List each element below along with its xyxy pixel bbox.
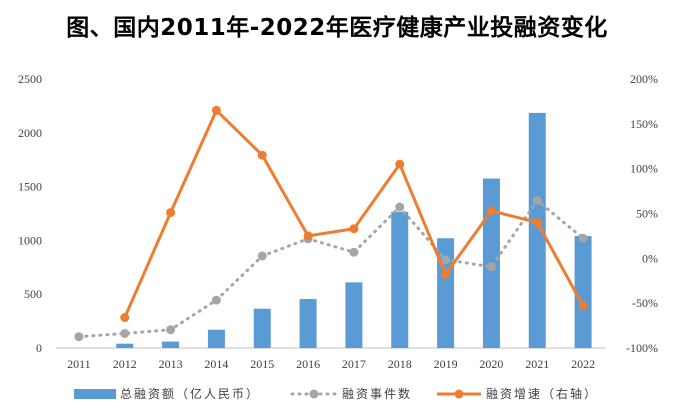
bar [207,329,225,348]
chart-title: 图、国内2011年-2022年医疗健康产业投融资变化 [66,15,608,41]
x-tick-label: 2011 [67,357,91,371]
y-tick-label: 2500 [18,72,42,86]
growth-point [211,105,221,115]
y2-tick-label: 0% [642,251,658,265]
bar [253,308,271,348]
bar [162,341,180,348]
x-tick-label: 2015 [250,357,274,371]
x-tick-label: 2021 [525,357,549,371]
x-tick-label: 2020 [479,357,503,371]
legend-label-events: 融资事件数 [342,386,412,401]
growth-point [349,224,359,234]
events-point [349,247,359,257]
events-point [441,255,451,265]
x-tick-label: 2014 [204,357,228,371]
x-tick-label: 2017 [342,357,366,371]
events-point [578,233,588,243]
y-tick-label: 500 [24,287,42,301]
bar [528,112,546,348]
x-tick-label: 2013 [159,357,183,371]
events-point [486,262,496,272]
events-point [395,202,405,212]
y2-tick-label: 200% [630,72,658,86]
y2-tick-label: -100% [626,341,658,355]
legend-marker-growth [454,389,464,399]
x-tick-label: 2019 [434,357,458,371]
events-point [74,332,84,342]
x-tick-label: 2018 [388,357,412,371]
bar [345,282,363,348]
y-tick-label: 0 [36,341,42,355]
growth-point [257,150,267,160]
legend: 总融资额（亿人民币） 融资事件数 融资增速（右轴） [74,386,598,401]
events-point [120,328,130,338]
growth-point [441,269,451,279]
growth-point [166,208,176,218]
y-tick-label: 2000 [18,126,42,140]
events-line [77,198,585,339]
y-tick-label: 1000 [18,233,42,247]
events-point [257,251,267,261]
bar [116,343,134,348]
bar [574,236,592,348]
legend-label-bars: 总融资额（亿人民币） [120,386,260,401]
events-point [166,325,176,335]
growth-point [303,231,313,241]
y2-tick-label: 50% [636,207,658,221]
events-point [532,196,542,206]
x-tick-label: 2012 [113,357,137,371]
y2-tick-label: 150% [630,117,658,131]
growth-point [486,206,496,216]
bar [391,211,409,348]
bar [299,299,317,348]
y2-tick-label: 100% [630,162,658,176]
y2-tick-label: -50% [632,296,658,310]
growth-point [120,313,130,323]
events-point [211,295,221,305]
legend-swatch-bars [74,389,116,399]
x-tick-label: 2022 [571,357,595,371]
y-tick-label: 1500 [18,180,42,194]
growth-point [532,217,542,227]
legend-label-growth: 融资增速（右轴） [486,386,598,401]
growth-point [578,301,588,311]
x-tick-label: 2016 [296,357,320,371]
legend-marker-events [309,389,319,399]
growth-point [395,159,405,169]
